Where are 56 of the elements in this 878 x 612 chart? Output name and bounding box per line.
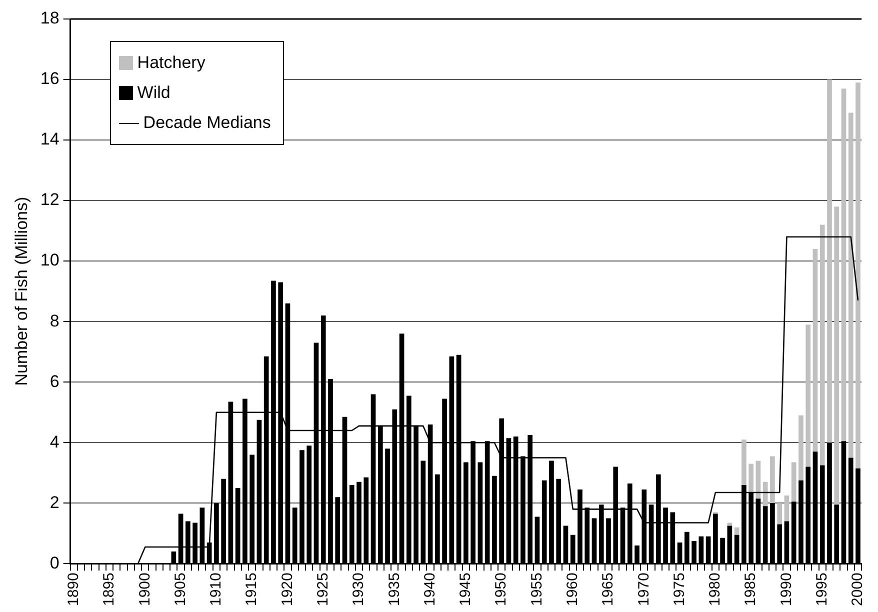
bar (812, 248, 818, 452)
bar (762, 482, 768, 506)
legend-label: Decade Medians (143, 113, 271, 133)
bar (848, 112, 854, 458)
legend-label: Hatchery (137, 53, 206, 73)
bar (834, 206, 840, 505)
x-tick-label: 1905 (172, 572, 189, 606)
bar (727, 522, 732, 526)
x-tick-label: 1990 (778, 572, 795, 606)
x-tick-label: 1955 (528, 572, 546, 606)
x-tick-label: 1995 (814, 572, 830, 606)
bar (820, 224, 825, 466)
x-tick-label: 1935 (386, 572, 403, 606)
y-tick-label: 0 (50, 553, 60, 572)
x-tick-label: 1915 (243, 572, 260, 606)
x-tick-label: 1900 (136, 572, 154, 606)
x-tick-label: 2000 (849, 572, 866, 606)
x-tick-label: 1940 (421, 572, 438, 606)
bar (806, 324, 811, 467)
x-tick-label: 1965 (600, 572, 617, 606)
bar (827, 80, 832, 443)
x-tick-label: 1970 (635, 572, 652, 606)
y-tick-label: 10 (40, 250, 60, 270)
x-tick-label: 1975 (670, 572, 688, 606)
x-tick-label: 1950 (492, 572, 510, 606)
bar (777, 503, 782, 524)
bar (784, 496, 790, 522)
x-tick-label: 1945 (457, 572, 474, 606)
y-tick-label: 12 (40, 190, 60, 210)
bar (856, 82, 860, 468)
bar (798, 415, 804, 480)
bar (756, 460, 761, 499)
y-tick-label: 6 (50, 372, 60, 391)
x-tick-label: 1985 (742, 572, 760, 606)
x-tick-label: 1930 (350, 572, 368, 606)
x-tick-label: 1895 (100, 572, 118, 606)
bar (742, 440, 746, 485)
bar (770, 456, 775, 504)
x-tick-label: 1980 (706, 572, 724, 606)
x-tick-label: 1910 (208, 572, 225, 606)
bar (841, 88, 846, 442)
y-tick-label: 8 (50, 311, 60, 330)
x-tick-label: 1925 (314, 572, 332, 606)
x-tick-label: 1960 (564, 572, 582, 606)
y-tick-label: 18 (40, 8, 60, 28)
y-tick-label: 14 (40, 130, 60, 149)
y-axis-title: Number of Fish (Millions) (12, 196, 31, 386)
x-tick-label: 1920 (278, 572, 296, 606)
y-tick-label: 4 (50, 432, 60, 452)
y-tick-label: 2 (50, 492, 60, 512)
bar (791, 462, 796, 502)
x-tick-label: 1890 (65, 572, 82, 606)
bar (748, 464, 754, 493)
bar (734, 527, 740, 535)
y-tick-label: 16 (40, 69, 60, 88)
legend-label: Wild (137, 83, 170, 103)
